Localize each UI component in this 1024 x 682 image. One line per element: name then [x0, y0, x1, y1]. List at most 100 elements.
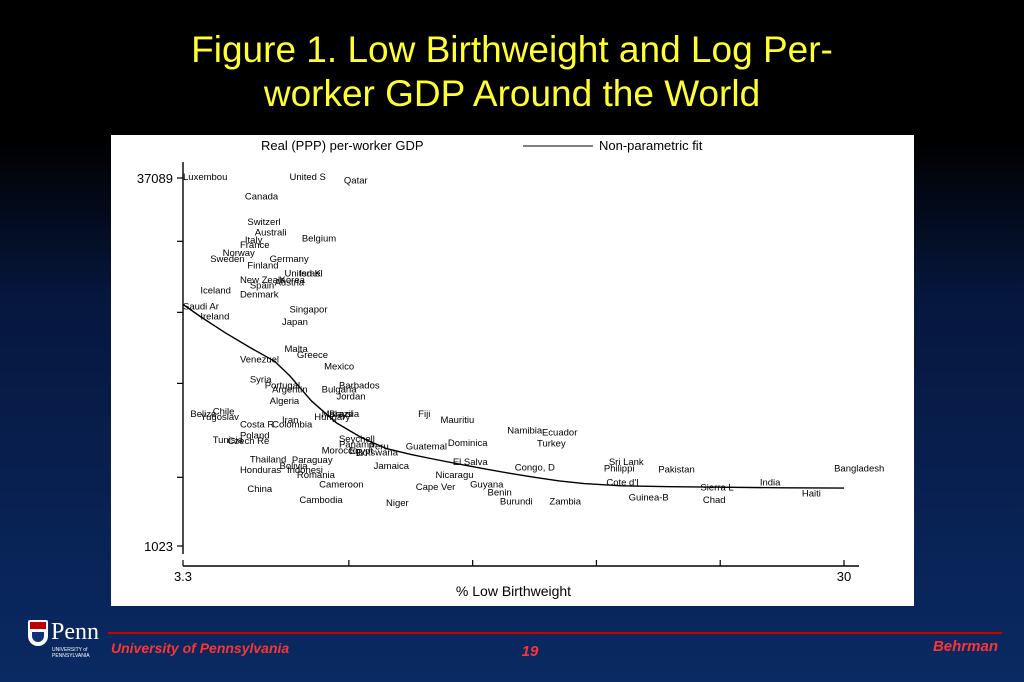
point-label: Namibia — [507, 426, 543, 437]
point-label: Hungary — [314, 412, 350, 423]
point-label: Jordan — [336, 391, 365, 402]
point-label: Turkey — [537, 439, 566, 450]
point-label: Bulgaria — [322, 385, 358, 396]
point-label: Costa R — [240, 419, 274, 430]
point-label: Barbados — [339, 380, 380, 391]
point-label: Colombia — [272, 419, 313, 430]
point-label: Czech Re — [228, 436, 270, 447]
point-label: Haiti — [802, 488, 821, 499]
point-label: New Zeala — [240, 275, 286, 286]
point-label: Norway — [223, 248, 255, 259]
point-label: Japan — [282, 317, 308, 328]
footer-page-number: 19 — [521, 643, 539, 660]
point-label: Dominica — [448, 438, 488, 449]
point-label: Guyana — [470, 480, 504, 491]
point-label: El Salva — [453, 457, 489, 468]
penn-shield-icon — [28, 620, 48, 646]
point-label: Benin — [488, 488, 512, 499]
point-label: Congo, D — [515, 463, 555, 474]
footer-university: University of Pennsylvania — [111, 640, 290, 656]
scatter-chart: 1023 37089 3.3 30 % Low Birthweight Real (PPP… — [137, 138, 884, 599]
point-label: Bangladesh — [834, 463, 884, 474]
point-label: Chad — [703, 495, 726, 506]
point-label: France — [240, 240, 270, 251]
y-tick-label: 37089 — [137, 171, 173, 186]
point-label: Australi — [255, 227, 287, 238]
point-label: Cameroon — [319, 480, 363, 491]
point-label: Philippi — [604, 463, 635, 474]
point-label: Nicaragu — [436, 470, 474, 481]
point-label: Argentin — [272, 385, 307, 396]
point-label: Pakistan — [658, 464, 694, 475]
point-label: Chile — [213, 407, 235, 418]
point-label: Niger — [386, 498, 409, 509]
point-label: Poland — [240, 431, 270, 442]
point-label: Switzerl — [247, 217, 280, 228]
point-label: Canada — [245, 191, 279, 202]
point-label: Italy — [245, 235, 263, 246]
point-label: India — [760, 478, 781, 489]
chart-panel: 1023 37089 3.3 30 % Low Birthweight Real (PPP… — [111, 135, 914, 606]
point-label: Germany — [270, 254, 309, 265]
point-label: Spain — [250, 280, 274, 291]
penn-logo-subtext: UNIVERSITY of PENNSYLVANIA — [52, 647, 90, 659]
point-label: Jamaica — [374, 461, 410, 472]
point-label: Botswana — [356, 447, 398, 458]
footer-rule — [108, 632, 1002, 634]
point-label: China — [247, 484, 273, 495]
point-label: United S — [289, 172, 325, 183]
x-tick-label: 30 — [837, 569, 851, 584]
point-label: Iceland — [200, 285, 231, 296]
point-label: Belgium — [302, 233, 336, 244]
point-label: Mexico — [324, 361, 354, 372]
point-label: Venezuel — [240, 355, 279, 366]
point-label: United K — [285, 269, 322, 280]
slide-title-line-2: worker GDP Around the World — [263, 73, 761, 114]
penn-logo-text: Penn — [51, 619, 99, 645]
point-label: Iran — [282, 415, 298, 426]
point-label: Honduras — [240, 465, 281, 476]
point-label: Belize — [190, 409, 216, 420]
point-label: Paraguay — [292, 455, 333, 466]
point-label: Cote d'I — [606, 478, 638, 489]
point-label: Seychell — [339, 434, 375, 445]
point-label: Guatemal — [406, 442, 447, 453]
point-label: Fiji — [418, 409, 430, 420]
point-label: Syria — [250, 374, 272, 385]
point-label: Portugal — [265, 380, 300, 391]
point-label: Algeria — [270, 396, 300, 407]
point-label: Zambia — [549, 496, 581, 507]
point-label: Cape Ver — [416, 482, 456, 493]
point-label: Denmark — [240, 290, 279, 301]
point-label: Korea — [280, 275, 306, 286]
point-label: Finland — [247, 260, 278, 271]
slide-title-line-1: Figure 1. Low Birthweight and Log Per- — [191, 29, 833, 70]
point-label: Sri Lank — [609, 457, 644, 468]
point-label: Yugoslav — [200, 412, 239, 423]
x-tick-label: 3.3 — [174, 569, 192, 584]
point-label: Egypt — [349, 446, 374, 457]
legend-entry-label: Non-parametric fit — [599, 138, 703, 153]
point-label: Ireland — [200, 312, 229, 323]
point-label: Mauritiu — [440, 415, 474, 426]
point-label: Tunisia — [213, 435, 244, 446]
point-label: Cambodia — [299, 495, 343, 506]
point-label: Guinea-B — [629, 493, 669, 504]
point-label: Panama — [339, 440, 375, 451]
fit-line — [182, 303, 845, 489]
point-label: Thailand — [250, 454, 286, 465]
point-label: Indonesi — [287, 465, 323, 476]
x-axis-label: % Low Birthweight — [456, 583, 571, 599]
point-label: Malaysia — [322, 409, 360, 420]
point-label: Peru — [369, 442, 389, 453]
point-label: Burundi — [500, 496, 533, 507]
point-label: Saudi Ar — [183, 301, 219, 312]
point-label: Sweden — [210, 254, 244, 265]
point-label: Bolivia — [280, 461, 309, 472]
point-label: Austria — [275, 277, 305, 288]
footer-author: Behrman — [932, 638, 998, 655]
point-label: Singapor — [289, 304, 327, 315]
point-label: Qatar — [344, 175, 368, 186]
point-label: Morocco — [322, 445, 358, 456]
point-label: Ecuador — [542, 427, 577, 438]
